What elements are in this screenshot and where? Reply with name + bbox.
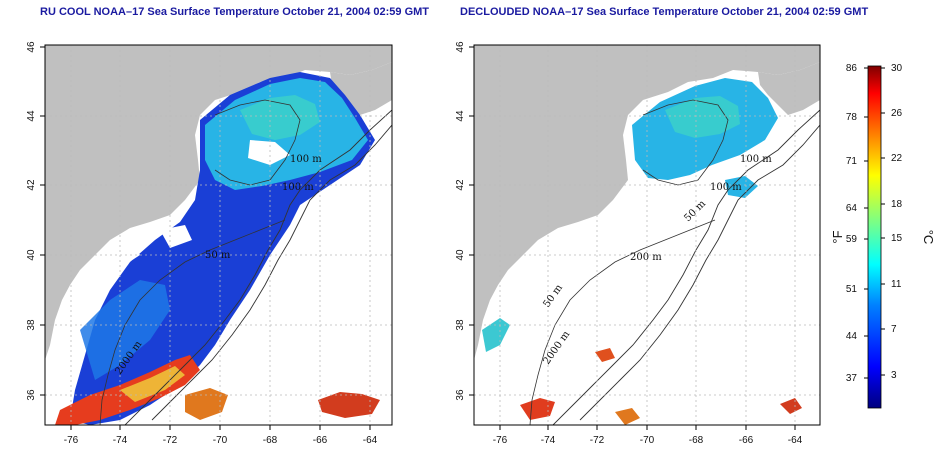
left-map-frame	[44, 44, 393, 426]
x-tick-label: -76	[493, 435, 508, 446]
sst-warm-patch	[615, 408, 640, 425]
contour-label: 100 m	[282, 182, 314, 193]
y-tick-label: 44	[455, 110, 466, 122]
fahrenheit-tick-label: 59	[846, 234, 858, 245]
x-tick-label: -72	[590, 435, 605, 446]
left-map-title: RU COOL NOAA–17 Sea Surface Temperature …	[40, 6, 430, 18]
sst-warm-patch	[520, 398, 555, 420]
sst-warm-patch-2	[318, 392, 380, 418]
sst-teal-patch	[240, 95, 320, 140]
x-tick-label: -76	[64, 435, 79, 446]
x-tick-label: -74	[541, 435, 556, 446]
sst-warm-patch-1	[185, 388, 228, 420]
x-tick-label: -68	[689, 435, 704, 446]
sst-warm-patch	[595, 348, 615, 362]
right-map-panel: 100 m 100 m 50 m 200 m 50 m 2000 m -76 -…	[455, 41, 821, 446]
celsius-unit-label: °C	[921, 230, 936, 245]
x-tick-label: -70	[213, 435, 228, 446]
x-tick-label: -64	[363, 435, 378, 446]
contour-label: 100 m	[290, 154, 322, 165]
land-mass-nova-scotia	[330, 62, 392, 115]
graticule	[474, 45, 820, 425]
celsius-tick-label: 7	[891, 324, 897, 335]
celsius-tick-label: 18	[891, 199, 903, 210]
sst-mid-blue-shelf	[80, 280, 170, 380]
x-tick-label: -66	[313, 435, 328, 446]
y-tick-label: 40	[455, 249, 466, 261]
x-tick-label: -64	[788, 435, 803, 446]
x-tick-label: -72	[163, 435, 178, 446]
celsius-tick-label: 26	[891, 108, 903, 119]
fahrenheit-tick-label: 37	[846, 373, 858, 384]
sst-cyan-patch	[725, 176, 758, 198]
left-axis-ticks	[40, 46, 371, 430]
cloud-gap	[160, 225, 192, 248]
y-tick-label: 42	[455, 179, 466, 191]
sst-shelf-patch	[482, 318, 510, 352]
fahrenheit-tick-label: 44	[846, 331, 858, 342]
x-tick-label: -70	[640, 435, 655, 446]
right-map-title: DECLOUDED NOAA–17 Sea Surface Temperatur…	[460, 6, 869, 18]
celsius-tick-label: 22	[891, 153, 903, 164]
bathymetry-contour	[579, 124, 820, 421]
y-tick-label: 38	[26, 319, 37, 331]
contour-label: 200 m	[630, 252, 662, 263]
sst-yellow-south	[120, 366, 185, 402]
land-mass-nova-scotia	[758, 62, 820, 115]
bathymetry-contour	[151, 124, 392, 421]
y-tick-label: 44	[26, 110, 37, 122]
land-mass	[45, 45, 392, 360]
y-tick-label: 46	[455, 41, 466, 53]
celsius-tick-label: 30	[891, 63, 903, 74]
fahrenheit-tick-label: 86	[846, 63, 858, 74]
sst-teal-patch	[665, 96, 740, 138]
bathymetry-contour	[552, 109, 820, 425]
fahrenheit-unit-label: °F	[830, 230, 845, 243]
y-tick-label: 40	[26, 249, 37, 261]
right-axis-ticks	[469, 46, 796, 430]
bathymetry-contour	[529, 219, 716, 425]
x-tick-label: -74	[113, 435, 128, 446]
temperature-colorbar: 86 78 71 64 59 51 44 37 30 26 22 18 15 1…	[830, 63, 936, 409]
cloud-gap	[248, 140, 290, 165]
cloud-gap	[105, 238, 140, 268]
y-tick-label: 42	[26, 179, 37, 191]
celsius-tick-label: 3	[891, 370, 897, 381]
contour-label: 100 m	[740, 154, 772, 165]
colorbar-gradient	[867, 65, 882, 409]
y-tick-label: 46	[26, 41, 37, 53]
bathymetry-contour	[214, 99, 301, 186]
land-mass	[474, 45, 820, 360]
celsius-tick-label: 11	[891, 279, 902, 290]
contour-label: 100 m	[710, 182, 742, 193]
x-tick-label: -68	[263, 435, 278, 446]
bathymetry-contour	[99, 219, 286, 425]
fahrenheit-tick-label: 51	[846, 284, 858, 295]
fahrenheit-tick-label: 64	[846, 203, 858, 214]
fahrenheit-tick-label: 71	[846, 156, 858, 167]
y-tick-label: 36	[455, 389, 466, 401]
sst-warm-patch	[780, 398, 802, 414]
fahrenheit-tick-label: 78	[846, 112, 858, 123]
colorbar-ticks	[864, 67, 885, 379]
celsius-tick-label: 15	[891, 233, 903, 244]
bathymetry-contour	[642, 99, 729, 186]
y-tick-label: 36	[26, 389, 37, 401]
graticule	[45, 45, 392, 425]
y-tick-label: 38	[455, 319, 466, 331]
bathymetry-contour	[124, 109, 392, 425]
left-map-panel: 100 m 100 m 50 m 2000 m -76 -74 -72 -70 …	[26, 41, 393, 446]
x-tick-label: -66	[739, 435, 754, 446]
contour-label: 50 m	[205, 250, 231, 261]
